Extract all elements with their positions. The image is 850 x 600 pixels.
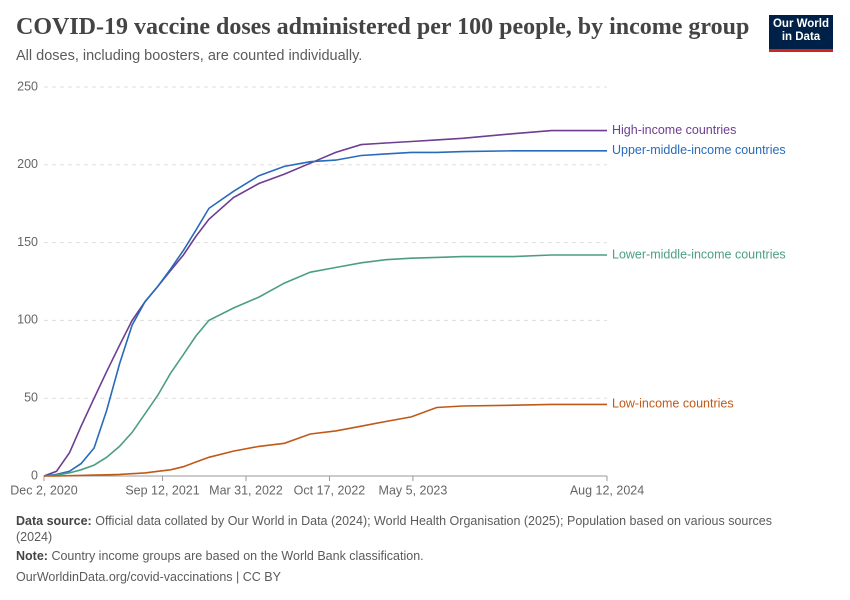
chart-subtitle: All doses, including boosters, are count… xyxy=(16,48,363,64)
series-label: High-income countries xyxy=(612,123,736,137)
y-tick-label: 50 xyxy=(24,390,38,404)
series-label: Upper-middle-income countries xyxy=(612,143,786,157)
logo-text: Our World xyxy=(772,18,829,30)
url[interactable]: OurWorldinData.org/covid-vaccinations | … xyxy=(16,570,281,584)
x-tick-label: Mar 31, 2022 xyxy=(209,483,283,497)
series-line xyxy=(43,254,607,477)
y-tick-label: 150 xyxy=(17,235,38,249)
y-tick-label: 250 xyxy=(17,79,38,93)
series-line xyxy=(43,150,607,477)
source: Data source: Official data collated by O… xyxy=(16,513,796,545)
series-label: Lower-middle-income countries xyxy=(612,247,786,261)
x-tick-label: Sep 12, 2021 xyxy=(125,483,199,497)
series-label: Low-income countries xyxy=(612,397,734,411)
series-line xyxy=(43,129,607,477)
x-tick-label: Oct 17, 2022 xyxy=(294,483,366,497)
x-tick-label: Aug 12, 2024 xyxy=(570,483,644,497)
source-label: Data source: xyxy=(16,514,92,528)
y-tick-label: 0 xyxy=(31,468,38,482)
note-label: Note: xyxy=(16,549,48,563)
logo[interactable]: Our World in Data xyxy=(769,15,833,52)
note-text: Country income groups are based on the W… xyxy=(51,549,424,563)
note: Note: Country income groups are based on… xyxy=(16,548,796,564)
y-tick-label: 100 xyxy=(17,313,38,327)
source-text: Official data collated by Our World in D… xyxy=(16,514,772,544)
logo-text: in Data xyxy=(781,31,821,43)
x-tick-label: Dec 2, 2020 xyxy=(10,483,77,497)
chart: 0 50 100 150 200 250 Dec 2, 2020 Sep 12, 2021 Ma… xyxy=(10,79,786,497)
y-tick-label: 200 xyxy=(17,157,38,171)
x-tick-label: May 5, 2023 xyxy=(379,483,448,497)
series-line xyxy=(44,403,607,477)
chart-title: COVID-19 vaccine doses administered per … xyxy=(16,14,750,40)
